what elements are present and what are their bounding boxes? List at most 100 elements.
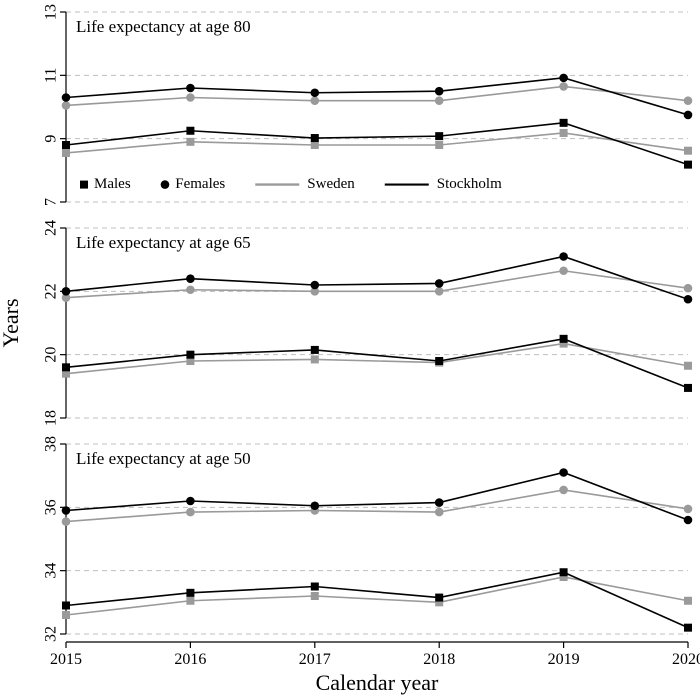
marker-circle bbox=[311, 88, 320, 97]
y-tick-label: 36 bbox=[43, 499, 60, 515]
marker-circle bbox=[186, 274, 195, 283]
x-tick-label: 2016 bbox=[174, 651, 206, 668]
marker-square bbox=[186, 127, 194, 135]
marker-circle bbox=[684, 295, 693, 304]
marker-square bbox=[684, 624, 692, 632]
x-tick-label: 2015 bbox=[50, 651, 82, 668]
marker-circle bbox=[684, 111, 693, 120]
legend-label: Females bbox=[175, 176, 225, 192]
panel-0: 7 9 11 13 Life expectancy at age 80 bbox=[43, 4, 693, 206]
legend: Males Females Sweden Stockholm bbox=[80, 176, 502, 192]
marker-square bbox=[311, 134, 319, 142]
marker-square bbox=[186, 351, 194, 359]
marker-square bbox=[435, 357, 443, 365]
marker-square bbox=[311, 141, 319, 149]
marker-square bbox=[560, 335, 568, 343]
y-tick-label: 9 bbox=[43, 135, 60, 143]
marker-circle bbox=[559, 266, 568, 275]
legend-square-icon bbox=[80, 181, 88, 189]
marker-square bbox=[684, 597, 692, 605]
marker-circle bbox=[186, 93, 195, 102]
marker-square bbox=[684, 147, 692, 155]
marker-square bbox=[684, 161, 692, 169]
marker-square bbox=[560, 568, 568, 576]
x-tick-label: 2020 bbox=[672, 651, 700, 668]
panel-1: 18 20 22 24 Life expectancy at age 65 bbox=[43, 220, 693, 426]
x-tick-label: 2017 bbox=[299, 651, 331, 668]
marker-circle bbox=[559, 252, 568, 261]
legend-circle-icon bbox=[161, 180, 170, 189]
marker-circle bbox=[62, 93, 71, 102]
series-stockholm-females bbox=[66, 78, 688, 115]
series-sweden-males bbox=[66, 133, 688, 153]
marker-circle bbox=[435, 96, 444, 105]
y-tick-label: 7 bbox=[43, 198, 60, 206]
marker-square bbox=[311, 592, 319, 600]
panel-title: Life expectancy at age 65 bbox=[76, 233, 251, 252]
y-tick-label: 13 bbox=[43, 4, 60, 20]
marker-square bbox=[62, 141, 70, 149]
series-stockholm-females bbox=[66, 473, 688, 521]
series-stockholm-females bbox=[66, 257, 688, 300]
panel-title: Life expectancy at age 80 bbox=[76, 17, 251, 36]
marker-square bbox=[62, 611, 70, 619]
marker-circle bbox=[559, 468, 568, 477]
marker-circle bbox=[62, 287, 71, 296]
series-sweden-females bbox=[66, 86, 688, 105]
marker-square bbox=[311, 583, 319, 591]
y-tick-label: 22 bbox=[43, 283, 60, 299]
y-tick-label: 18 bbox=[43, 410, 60, 426]
marker-square bbox=[62, 363, 70, 371]
marker-circle bbox=[62, 517, 71, 526]
panel-2: 32343638Life expectancy at age 50 bbox=[43, 436, 693, 642]
marker-circle bbox=[435, 279, 444, 288]
marker-circle bbox=[186, 497, 195, 506]
y-tick-label: 24 bbox=[43, 220, 60, 236]
marker-square bbox=[684, 384, 692, 392]
marker-circle bbox=[311, 96, 320, 105]
marker-square bbox=[435, 141, 443, 149]
marker-circle bbox=[684, 505, 693, 514]
y-tick-label: 11 bbox=[43, 68, 60, 83]
marker-circle bbox=[435, 87, 444, 96]
legend-label: Stockholm bbox=[437, 176, 502, 192]
marker-square bbox=[311, 355, 319, 363]
marker-circle bbox=[311, 281, 320, 290]
marker-circle bbox=[311, 501, 320, 510]
life-expectancy-chart: 7 9 11 13 Life expectancy at age 80 18 20 22 24 L… bbox=[0, 0, 700, 697]
x-tick-label: 2018 bbox=[423, 651, 455, 668]
marker-circle bbox=[435, 498, 444, 507]
marker-circle bbox=[435, 287, 444, 296]
marker-square bbox=[435, 132, 443, 140]
x-axis-title: Calendar year bbox=[316, 670, 439, 695]
marker-square bbox=[62, 149, 70, 157]
y-tick-label: 38 bbox=[43, 436, 60, 452]
marker-square bbox=[560, 129, 568, 137]
marker-circle bbox=[435, 508, 444, 517]
series-stockholm-males bbox=[66, 123, 688, 165]
marker-square bbox=[435, 594, 443, 602]
marker-square bbox=[560, 119, 568, 127]
marker-square bbox=[684, 362, 692, 370]
marker-square bbox=[186, 589, 194, 597]
marker-circle bbox=[559, 486, 568, 495]
marker-circle bbox=[62, 101, 71, 110]
marker-square bbox=[186, 597, 194, 605]
marker-circle bbox=[186, 508, 195, 517]
marker-circle bbox=[559, 74, 568, 83]
y-tick-label: 32 bbox=[43, 626, 60, 642]
legend-label: Males bbox=[94, 176, 131, 192]
x-tick-label: 2019 bbox=[548, 651, 580, 668]
legend-label: Sweden bbox=[307, 176, 355, 192]
marker-circle bbox=[684, 284, 693, 293]
marker-circle bbox=[684, 516, 693, 525]
marker-circle bbox=[186, 84, 195, 93]
marker-circle bbox=[62, 506, 71, 515]
panel-title: Life expectancy at age 50 bbox=[76, 449, 251, 468]
marker-circle bbox=[684, 96, 693, 105]
y-tick-label: 20 bbox=[43, 347, 60, 363]
marker-square bbox=[186, 138, 194, 146]
marker-circle bbox=[186, 285, 195, 294]
marker-square bbox=[62, 602, 70, 610]
marker-circle bbox=[559, 82, 568, 91]
